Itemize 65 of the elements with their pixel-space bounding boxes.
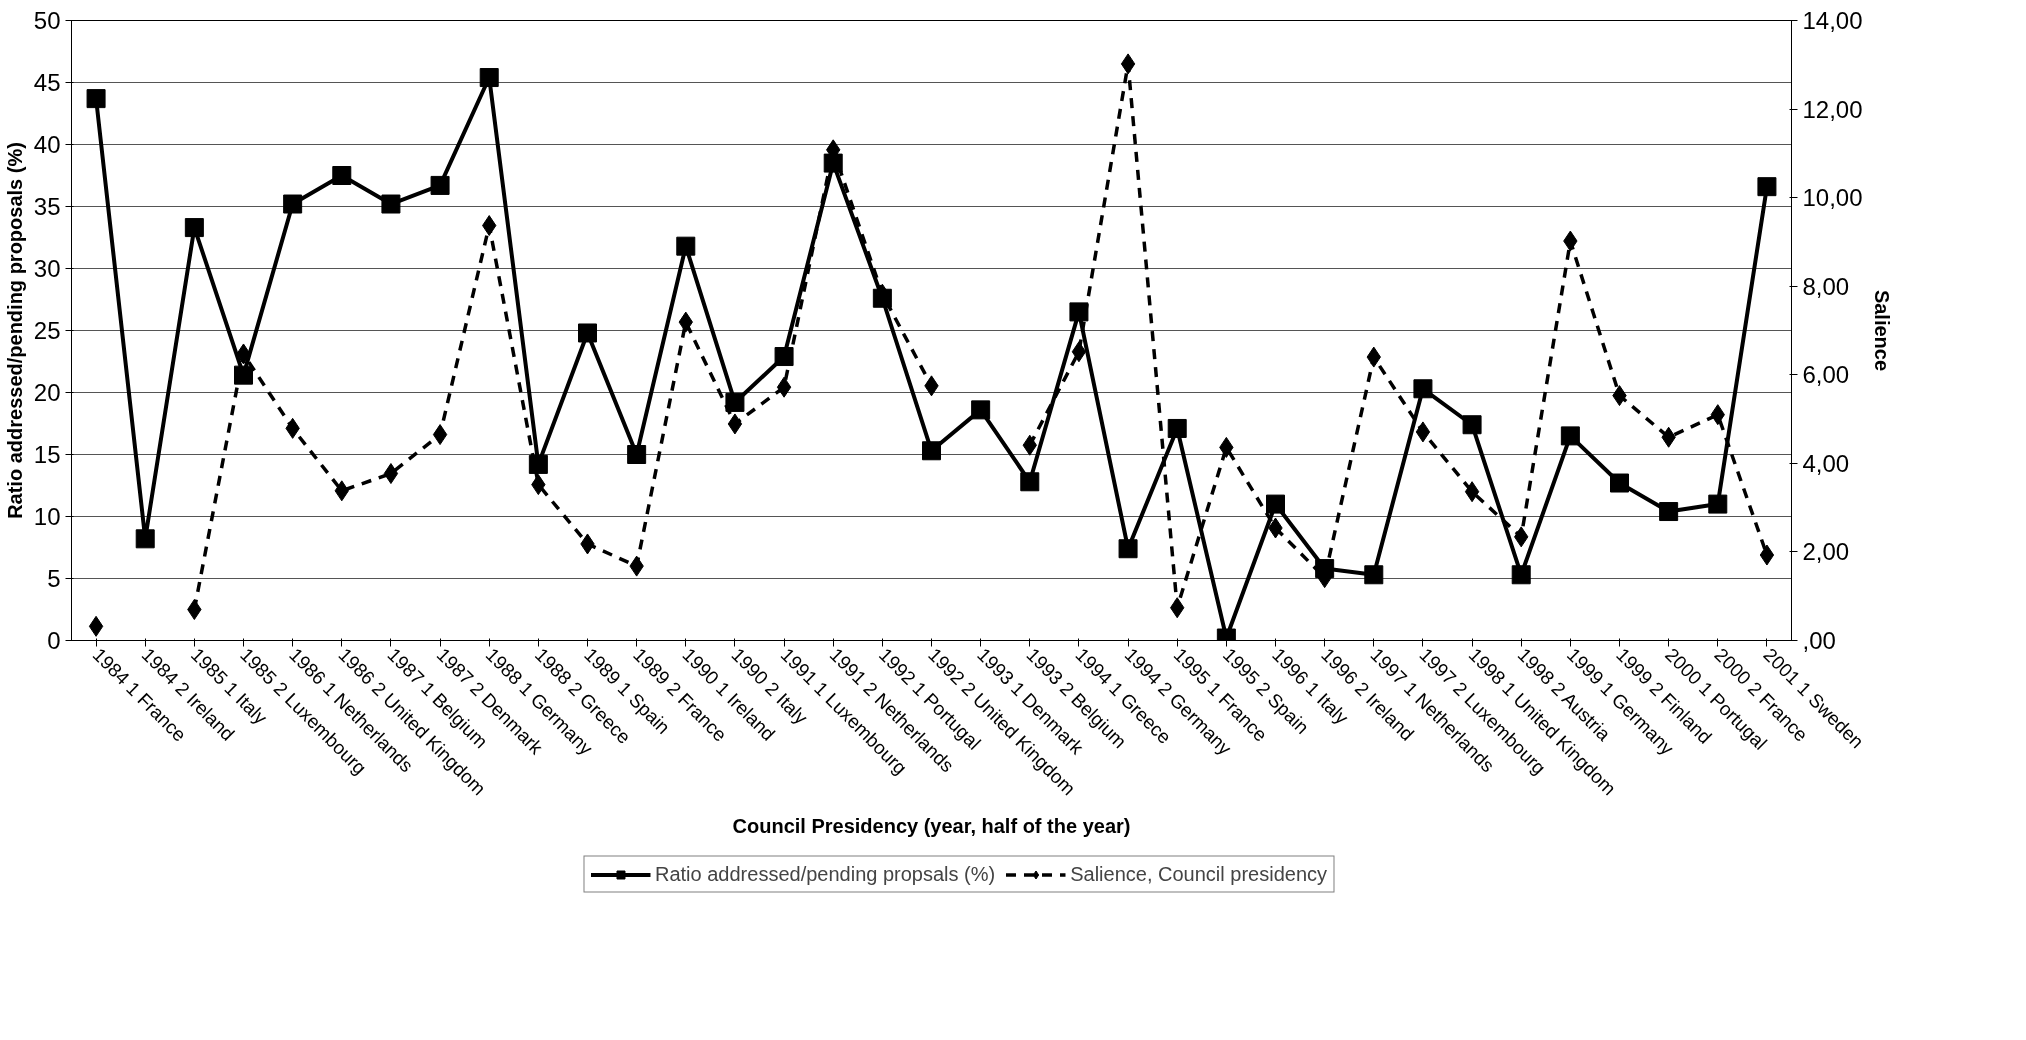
point bbox=[1610, 473, 1629, 493]
y2-tick-label: 10,00 bbox=[1802, 184, 1863, 212]
point bbox=[1118, 539, 1138, 559]
y2-tick-label: 2,00 bbox=[1802, 538, 1850, 566]
point bbox=[1413, 379, 1433, 399]
y-tick-label: 25 bbox=[33, 317, 61, 344]
point bbox=[922, 441, 941, 461]
y-tick-label: 40 bbox=[33, 131, 61, 158]
point bbox=[283, 194, 303, 214]
point bbox=[727, 413, 743, 435]
y-axis-title: Ratio addressed/pending proposals (%) bbox=[3, 142, 26, 519]
point bbox=[383, 463, 399, 485]
point bbox=[234, 365, 253, 385]
point bbox=[1020, 472, 1040, 492]
point bbox=[332, 166, 352, 185]
point bbox=[725, 392, 745, 412]
point bbox=[430, 175, 450, 195]
point bbox=[1364, 565, 1384, 585]
y2-tick-label: ,00 bbox=[1802, 627, 1836, 654]
x-axis-title: Council Presidency (year, half of the year) bbox=[732, 814, 1131, 837]
point bbox=[1659, 502, 1679, 522]
y-tick-label: 20 bbox=[33, 379, 61, 406]
point bbox=[971, 400, 991, 420]
point bbox=[676, 236, 696, 256]
point bbox=[1757, 177, 1777, 197]
legend-label: Salience, Council presidency bbox=[1070, 862, 1328, 886]
point bbox=[1708, 494, 1728, 514]
y2-tick-label: 8,00 bbox=[1802, 272, 1850, 300]
y2-tick-label: 4,00 bbox=[1802, 449, 1850, 477]
point bbox=[1266, 494, 1285, 514]
y-tick-label: 15 bbox=[33, 441, 61, 468]
y-tick-label: 35 bbox=[33, 193, 61, 220]
point bbox=[1071, 341, 1087, 363]
y2-axis-title: Salience bbox=[1870, 289, 1893, 372]
point bbox=[1759, 544, 1775, 566]
y-tick-label: 30 bbox=[33, 255, 61, 282]
point bbox=[184, 218, 204, 238]
legend-label: Ratio addressed/pending propsals (%) bbox=[654, 862, 996, 886]
point bbox=[135, 529, 155, 549]
point bbox=[627, 445, 647, 464]
point bbox=[479, 68, 499, 88]
point bbox=[1462, 415, 1482, 435]
y2-tick-label: 14,00 bbox=[1802, 7, 1863, 34]
point bbox=[1167, 418, 1187, 438]
point bbox=[86, 89, 106, 109]
point bbox=[1120, 53, 1136, 75]
y-tick-label: 10 bbox=[33, 503, 61, 530]
y2-tick-label: 12,00 bbox=[1802, 95, 1863, 123]
point bbox=[578, 323, 597, 343]
point bbox=[774, 347, 794, 367]
point bbox=[1415, 421, 1431, 443]
point bbox=[187, 599, 202, 620]
point bbox=[381, 194, 401, 214]
point bbox=[776, 376, 792, 398]
y-tick-label: 5 bbox=[47, 565, 61, 592]
point bbox=[1560, 426, 1580, 446]
y-tick-label: 45 bbox=[33, 69, 61, 96]
y-tick-label: 0 bbox=[47, 627, 61, 654]
y2-tick-label: 6,00 bbox=[1802, 361, 1850, 389]
y-tick-label: 50 bbox=[33, 7, 61, 34]
point bbox=[1069, 302, 1089, 322]
point bbox=[432, 424, 448, 446]
point bbox=[88, 615, 104, 637]
point bbox=[1511, 565, 1531, 585]
point bbox=[1464, 481, 1480, 503]
